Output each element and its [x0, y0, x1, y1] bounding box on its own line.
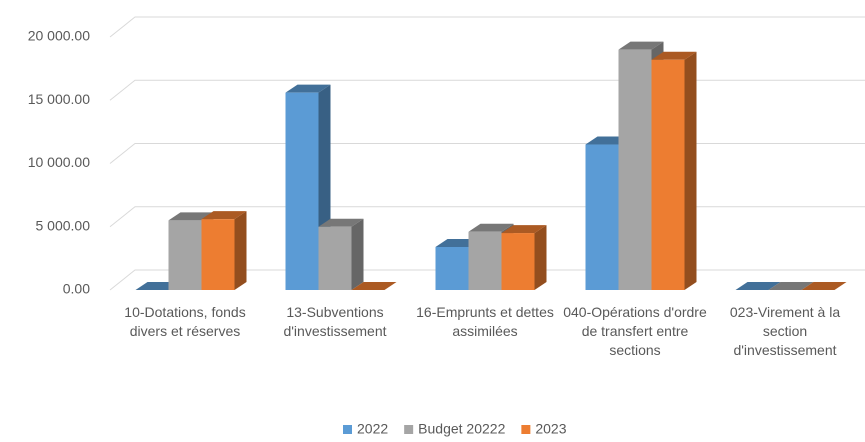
bar-top: [735, 282, 781, 290]
x-tick-label-box: 023-Virement à la section d'investisseme…: [729, 304, 841, 358]
bar: [801, 282, 847, 290]
y-tick-label: 10 000.00: [28, 154, 90, 170]
legend-swatch: [343, 425, 352, 434]
bar-front: [318, 226, 352, 290]
bar-front: [585, 144, 619, 290]
x-tick-label: 13-Subventions d'investissement: [283, 304, 387, 339]
bar-front: [201, 219, 235, 290]
x-tick-label: 10-Dotations, fonds divers et réserves: [124, 304, 246, 339]
bar-top: [351, 282, 397, 290]
bar-top: [285, 84, 331, 93]
y-tick-label: 20 000.00: [28, 28, 90, 44]
bar-front: [468, 231, 502, 290]
grid-line: [109, 16, 865, 38]
bar: [201, 211, 247, 290]
bar: [768, 282, 814, 290]
bar-front: [435, 246, 469, 290]
x-tick-label-box: 13-Subventions d'investissement: [283, 304, 387, 339]
x-tick-label: 040-Opérations d'ordre de transfert entr…: [563, 304, 707, 358]
x-tick-label-box: 16-Emprunts et dettes assimilées: [416, 304, 554, 339]
legend-swatch: [404, 425, 414, 434]
bar-top: [501, 225, 547, 234]
bar-top: [201, 211, 247, 220]
bar-front: [285, 92, 319, 290]
bar-top: [168, 212, 214, 221]
legend-label: 2023: [535, 421, 566, 437]
bar-top: [768, 282, 814, 290]
bar-top: [318, 218, 364, 227]
x-tick-label: 16-Emprunts et dettes assimilées: [416, 304, 554, 339]
grid-line: [109, 143, 865, 164]
bar: [651, 51, 697, 290]
bar: [735, 282, 781, 290]
x-tick-label-box: 10-Dotations, fonds divers et réserves: [124, 304, 246, 339]
bar-front: [651, 59, 685, 290]
y-tick-label: 15 000.00: [28, 91, 90, 107]
y-tick-label: 0.00: [63, 281, 90, 297]
y-tick-label: 5 000.00: [36, 217, 91, 233]
bar-side: [351, 218, 364, 290]
bar-front: [168, 220, 202, 290]
bar-side: [234, 211, 247, 290]
bar-top: [801, 282, 847, 290]
x-tick-label: 023-Virement à la section d'investisseme…: [729, 304, 841, 358]
legend-label: Budget 20222: [418, 421, 505, 437]
bar: [318, 218, 364, 290]
legend-label: 2022: [357, 421, 388, 437]
bar-front: [618, 49, 652, 291]
bar-top: [618, 41, 664, 50]
bar-top: [468, 223, 514, 232]
bar: [501, 225, 547, 290]
bar-front: [501, 233, 535, 290]
bar-side: [684, 51, 697, 290]
bar: [351, 282, 397, 290]
legend-swatch: [521, 425, 531, 434]
grid-line: [109, 79, 865, 101]
bar-top: [651, 51, 697, 60]
bar-side: [534, 225, 547, 290]
x-tick-label-box: 040-Opérations d'ordre de transfert entr…: [563, 304, 707, 358]
